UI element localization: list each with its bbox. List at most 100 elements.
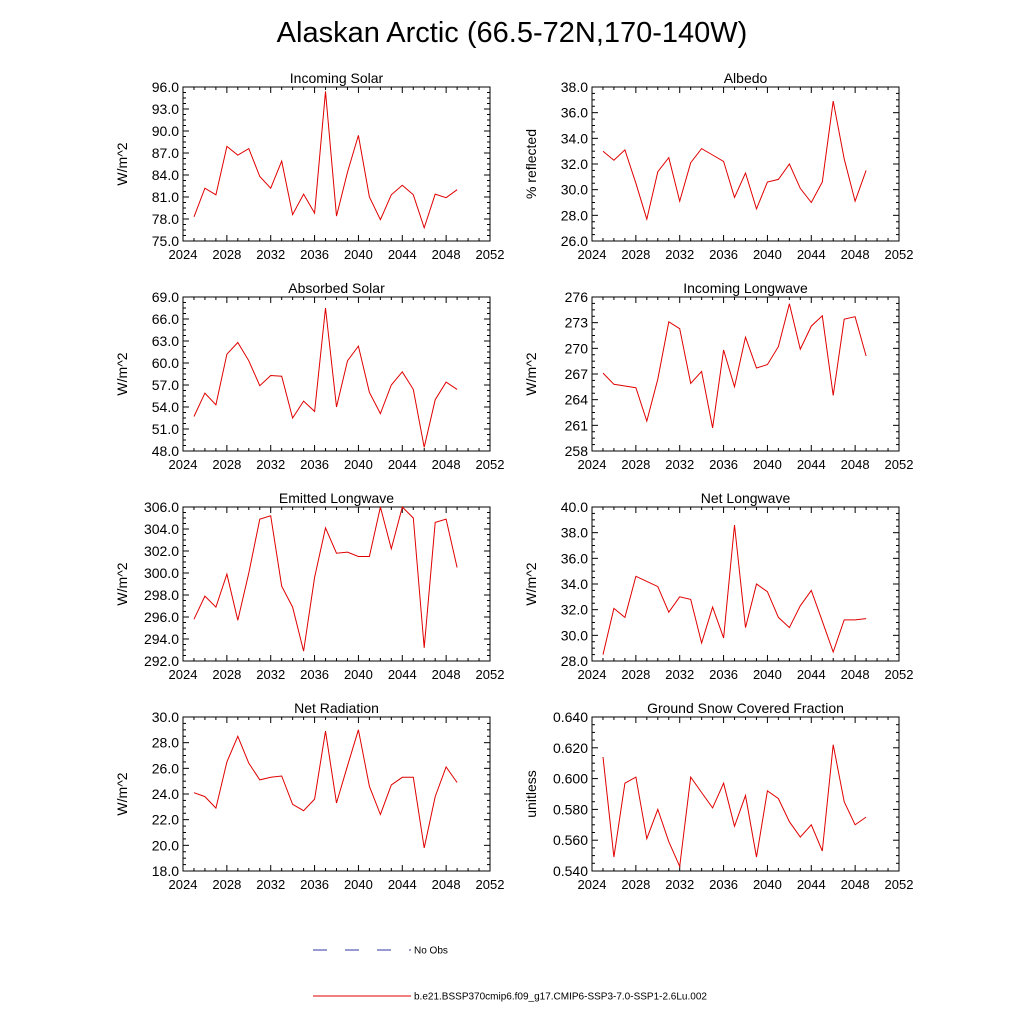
chart-panel-1: 2024 2028 2032 2036 2040 2044 2048 2052 26.0 28.0… xyxy=(523,70,913,262)
y-tick-label: 78.0 xyxy=(152,211,179,227)
y-tick-label: 261 xyxy=(565,417,589,433)
x-tick-label: 2040 xyxy=(344,457,373,472)
x-tick-label: 2036 xyxy=(300,457,329,472)
y-tick-label: 298.0 xyxy=(144,587,179,603)
panel-title: Albedo xyxy=(724,70,768,86)
y-tick-label: 48.0 xyxy=(152,443,179,459)
y-tick-label: 66.0 xyxy=(152,311,179,327)
x-tick-label: 2036 xyxy=(709,877,738,892)
x-tick-label: 2036 xyxy=(300,877,329,892)
x-tick-label: 2028 xyxy=(212,877,241,892)
y-tick-label: 26.0 xyxy=(152,760,179,776)
x-tick-label: 2032 xyxy=(256,457,285,472)
x-tick-label: 2048 xyxy=(841,667,870,682)
chart-panel-7: 2024 2028 2032 2036 2040 2044 2048 2052 0.540 0.5… xyxy=(523,700,913,892)
x-tick-label: 2044 xyxy=(797,667,826,682)
x-tick-label: 2044 xyxy=(388,667,417,682)
y-tick-label: 22.0 xyxy=(152,812,179,828)
series-line xyxy=(193,729,458,849)
y-tick-label: 36.0 xyxy=(561,550,588,566)
x-tick-label: 2040 xyxy=(344,667,373,682)
y-axis-label: W/m^2 xyxy=(114,772,130,815)
y-tick-label: 28.0 xyxy=(152,735,179,751)
plot-frame xyxy=(591,296,900,452)
x-tick-label: 2028 xyxy=(621,457,650,472)
y-tick-label: 26.0 xyxy=(561,233,588,249)
y-tick-label: 84.0 xyxy=(152,167,179,183)
x-tick-label: 2028 xyxy=(212,247,241,262)
x-tick-label: 2048 xyxy=(432,877,461,892)
x-tick-label: 2024 xyxy=(578,667,607,682)
x-tick-label: 2032 xyxy=(665,457,694,472)
x-tick-label: 2052 xyxy=(476,877,505,892)
y-tick-label: 28.0 xyxy=(561,207,588,223)
x-tick-label: 2052 xyxy=(885,247,914,262)
y-tick-label: 87.0 xyxy=(152,145,179,161)
y-axis-label: W/m^2 xyxy=(523,562,539,605)
legend-label-simulation: b.e21.BSSP370cmip6.f09_g17.CMIP6-SSP3-7.… xyxy=(414,992,707,1003)
x-tick-label: 2048 xyxy=(432,247,461,262)
y-axis-label: % reflected xyxy=(523,129,539,199)
x-tick-label: 2032 xyxy=(256,247,285,262)
y-tick-label: 93.0 xyxy=(152,101,179,117)
x-tick-label: 2044 xyxy=(388,877,417,892)
x-tick-label: 2024 xyxy=(169,877,198,892)
series-line xyxy=(602,101,867,222)
y-tick-label: 63.0 xyxy=(152,333,179,349)
y-tick-label: 0.580 xyxy=(553,801,588,817)
y-tick-label: 270 xyxy=(565,340,589,356)
x-tick-label: 2032 xyxy=(256,667,285,682)
y-tick-label: 69.0 xyxy=(152,289,179,305)
y-axis-label: W/m^2 xyxy=(114,142,130,185)
y-tick-label: 0.560 xyxy=(553,832,588,848)
x-tick-label: 2040 xyxy=(344,877,373,892)
plot-frame xyxy=(182,716,491,872)
x-tick-label: 2052 xyxy=(885,877,914,892)
y-tick-label: 30.0 xyxy=(561,627,588,643)
x-tick-label: 2052 xyxy=(885,667,914,682)
panel-title: Emitted Longwave xyxy=(279,490,394,506)
y-tick-label: 302.0 xyxy=(144,543,179,559)
panel-title: Ground Snow Covered Fraction xyxy=(647,700,844,716)
series-line xyxy=(193,506,458,652)
x-tick-label: 2028 xyxy=(621,247,650,262)
x-tick-label: 2040 xyxy=(753,877,782,892)
x-tick-label: 2052 xyxy=(885,457,914,472)
x-tick-label: 2024 xyxy=(578,877,607,892)
y-tick-label: 258 xyxy=(565,443,589,459)
x-tick-label: 2052 xyxy=(476,457,505,472)
y-tick-label: 30.0 xyxy=(561,182,588,198)
y-tick-label: 51.0 xyxy=(152,421,179,437)
y-tick-label: 38.0 xyxy=(561,79,588,95)
chart-panel-2: 2024 2028 2032 2036 2040 2044 2048 2052 48.0 51.0… xyxy=(114,280,504,472)
y-tick-label: 294.0 xyxy=(144,631,179,647)
y-tick-label: 264 xyxy=(565,392,589,408)
chart-panel-6: 2024 2028 2032 2036 2040 2044 2048 2052 18.0 20.0… xyxy=(114,700,504,892)
x-tick-label: 2048 xyxy=(841,457,870,472)
y-tick-label: 38.0 xyxy=(561,525,588,541)
x-tick-label: 2028 xyxy=(621,667,650,682)
x-tick-label: 2048 xyxy=(432,667,461,682)
panel-title: Net Radiation xyxy=(294,700,379,716)
x-tick-label: 2036 xyxy=(709,247,738,262)
x-tick-label: 2044 xyxy=(797,457,826,472)
legend: No Obs b.e21.BSSP370cmip6.f09_g17.CMIP6-… xyxy=(313,946,707,1003)
x-tick-label: 2048 xyxy=(841,247,870,262)
x-tick-label: 2048 xyxy=(841,877,870,892)
x-tick-label: 2024 xyxy=(169,457,198,472)
y-tick-label: 24.0 xyxy=(152,786,179,802)
y-tick-label: 306.0 xyxy=(144,499,179,515)
x-tick-label: 2044 xyxy=(797,247,826,262)
y-tick-label: 96.0 xyxy=(152,79,179,95)
y-tick-label: 60.0 xyxy=(152,355,179,371)
x-tick-label: 2028 xyxy=(621,877,650,892)
series-line xyxy=(193,91,458,230)
x-tick-label: 2040 xyxy=(344,247,373,262)
y-tick-label: 0.620 xyxy=(553,740,588,756)
x-tick-label: 2052 xyxy=(476,247,505,262)
y-tick-label: 75.0 xyxy=(152,233,179,249)
y-tick-label: 32.0 xyxy=(561,156,588,172)
plot-frame xyxy=(182,86,491,242)
x-tick-label: 2044 xyxy=(797,877,826,892)
